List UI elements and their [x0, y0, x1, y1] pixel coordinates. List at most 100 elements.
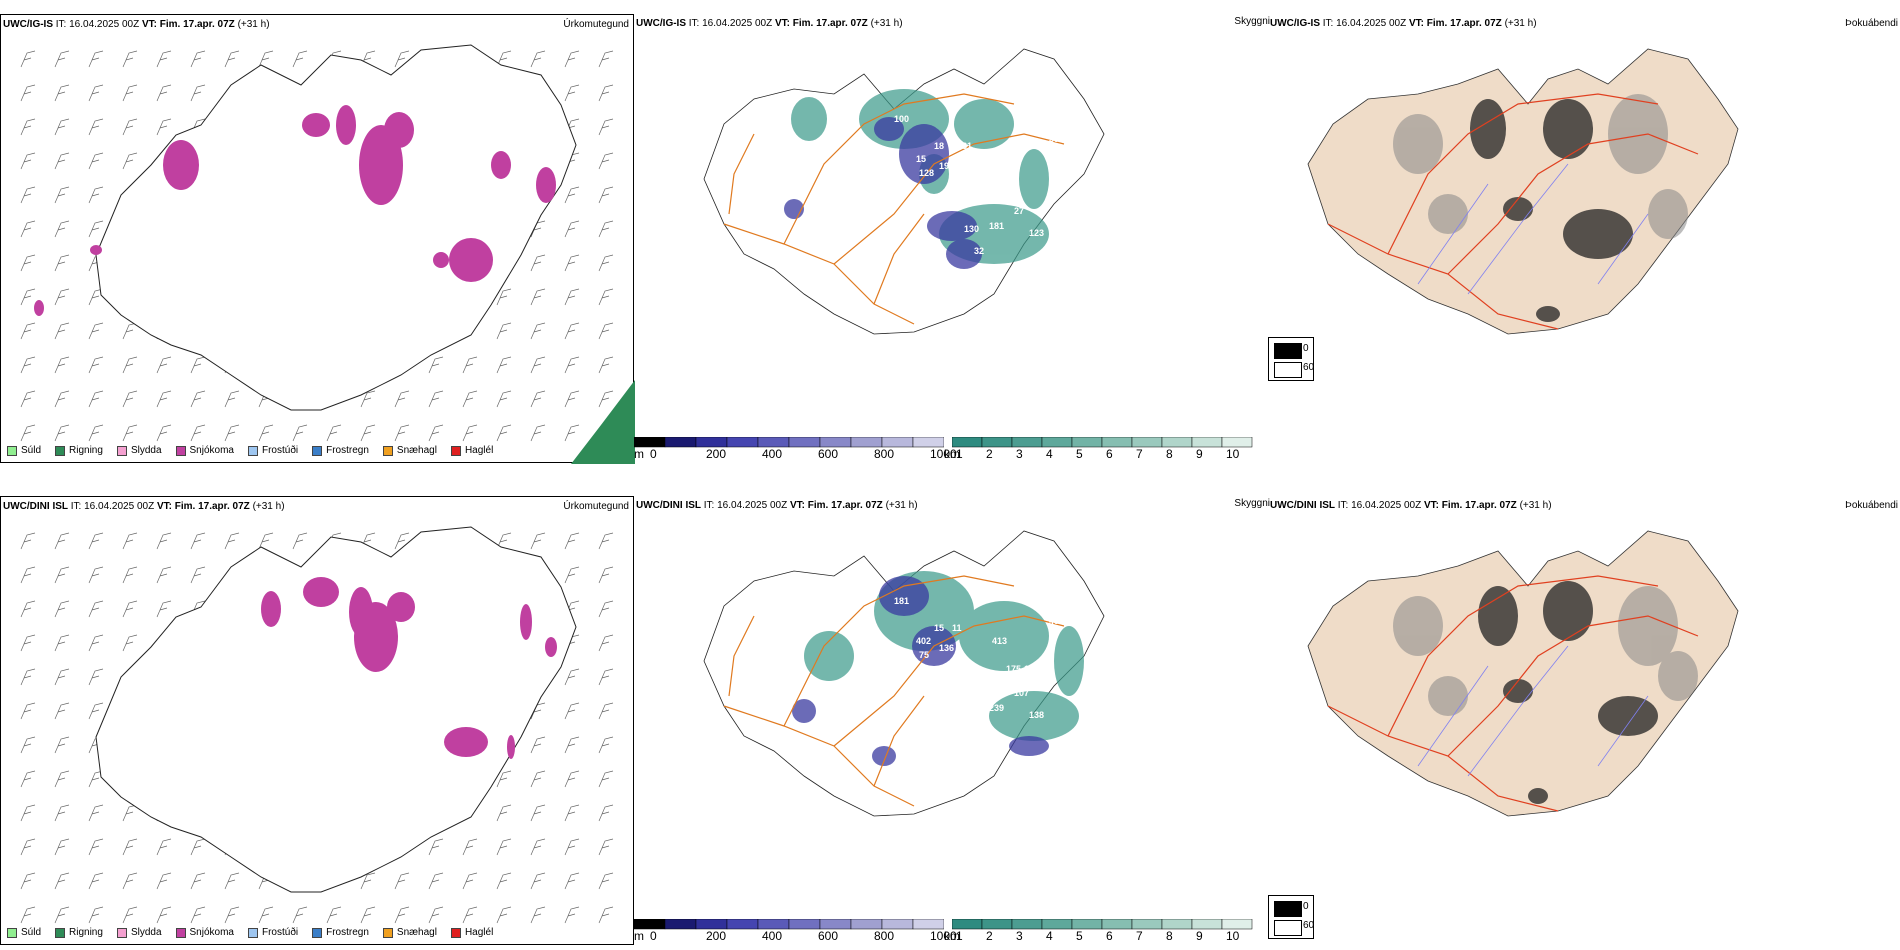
- fog-map: [1307, 530, 1739, 817]
- wind-barb: [54, 872, 70, 890]
- visibility-value-label: 396: [1049, 134, 1064, 144]
- wind-barb: [122, 356, 138, 374]
- colorbar-tick: 400: [762, 447, 783, 461]
- wind-barb: [156, 872, 172, 890]
- colorbar-swatch: [981, 437, 1013, 448]
- wind-barb: [462, 872, 478, 890]
- wind-barb: [462, 906, 478, 924]
- colorbar-swatch: [1101, 919, 1133, 930]
- wind-barb: [20, 186, 36, 204]
- fog-legend-label: 0: [1303, 343, 1309, 354]
- colorbar-tick: 9: [1196, 929, 1203, 943]
- legend-item: Rigning: [55, 927, 103, 938]
- wind-barb: [54, 254, 70, 272]
- colorbar-tick: 5: [1076, 929, 1083, 943]
- visibility-value-label: 100: [894, 114, 909, 124]
- wind-barb: [394, 50, 410, 68]
- wind-barb: [496, 424, 512, 442]
- fog-legend-box: 0 60: [1268, 895, 1314, 939]
- wind-barb: [88, 424, 104, 442]
- wind-barb: [598, 186, 614, 204]
- wind-barb: [88, 152, 104, 170]
- wind-barb: [598, 634, 614, 652]
- wind-barb: [292, 50, 308, 68]
- wind-barb: [20, 118, 36, 136]
- colorbar-swatch: [952, 919, 983, 930]
- wind-barb: [54, 186, 70, 204]
- wind-barb: [88, 186, 104, 204]
- wind-barb: [122, 424, 138, 442]
- colorbar-swatch: [788, 919, 821, 930]
- wind-barb: [20, 906, 36, 924]
- wind-barb: [54, 906, 70, 924]
- wind-barb: [496, 838, 512, 856]
- wind-barb: [122, 838, 138, 856]
- legend-swatch: [7, 927, 17, 938]
- colorbar-km-unit: km: [944, 929, 960, 943]
- wind-barb: [292, 424, 308, 442]
- wind-barb: [530, 356, 546, 374]
- wind-barb: [530, 872, 546, 890]
- wind-barb: [88, 906, 104, 924]
- visibility-value-label: 21: [994, 196, 1004, 206]
- wind-barb: [54, 804, 70, 822]
- wind-barb: [258, 424, 274, 442]
- wind-barb: [122, 50, 138, 68]
- wind-barb: [564, 906, 580, 924]
- wind-barb: [156, 390, 172, 408]
- wind-barb: [360, 424, 376, 442]
- fog-legend-label: 60: [1303, 362, 1315, 373]
- fog-legend-label: 0: [1303, 901, 1309, 912]
- colorbar-tick: 1000: [930, 929, 957, 943]
- wind-barb: [122, 804, 138, 822]
- wind-barb: [292, 906, 308, 924]
- panel-variable-name: Úrkomutegund: [563, 501, 629, 512]
- wind-barb: [564, 322, 580, 340]
- colorbar-swatch: [1071, 919, 1103, 930]
- colorbar-swatch: [664, 919, 697, 930]
- colorbar-m-unit: m: [634, 929, 644, 943]
- wind-barb: [54, 424, 70, 442]
- wind-barb: [428, 906, 444, 924]
- visibility-value-label: 181: [894, 596, 909, 606]
- legend-label: Súld: [21, 927, 42, 938]
- colorbar-tick: 3: [1016, 447, 1023, 461]
- wind-barb: [598, 322, 614, 340]
- wind-barb: [462, 424, 478, 442]
- colorbar-swatch: [726, 437, 759, 448]
- wind-barb: [156, 566, 172, 584]
- wind-barb: [156, 84, 172, 102]
- wind-barb: [292, 532, 308, 550]
- wind-barb: [122, 634, 138, 652]
- wind-barb: [326, 424, 342, 442]
- wind-barb: [88, 220, 104, 238]
- wind-barb: [394, 390, 410, 408]
- wind-barb: [54, 532, 70, 550]
- precip-type-map: [20, 44, 635, 464]
- colorbar-swatch: [1161, 919, 1193, 930]
- wind-barb: [530, 804, 546, 822]
- visibility-value-label: 128: [919, 168, 934, 178]
- legend-item: Súld: [7, 445, 41, 456]
- visibility-value-label: 130: [964, 224, 979, 234]
- visibility-value-label: 181: [989, 221, 1004, 231]
- wind-barb: [564, 288, 580, 306]
- wind-barb: [20, 668, 36, 686]
- wind-barb: [496, 906, 512, 924]
- wind-barb: [224, 390, 240, 408]
- wind-barb: [88, 668, 104, 686]
- legend-item: Haglél: [450, 927, 493, 938]
- wind-barb: [530, 838, 546, 856]
- wind-barb: [156, 600, 172, 618]
- legend-swatch: [247, 927, 258, 938]
- wind-barb: [20, 152, 36, 170]
- precip-type-panel-row2: UWC/DINI ISL IT: 16.04.2025 00Z VT: Fim.…: [0, 496, 634, 945]
- colorbar-swatch: [757, 919, 790, 930]
- colorbar-swatch: [952, 437, 983, 448]
- colorbar-m-swatches: [634, 437, 944, 448]
- legend-label: Snæhagl: [396, 445, 437, 456]
- panel-title: UWC/DINI ISL IT: 16.04.2025 00Z VT: Fim.…: [1270, 500, 1552, 511]
- precip-type-legend: Súld Rigning Slydda Snjókoma Frostúði Frostre…: [7, 927, 493, 938]
- wind-barb: [156, 424, 172, 442]
- colorbar-tick: 1: [956, 929, 963, 943]
